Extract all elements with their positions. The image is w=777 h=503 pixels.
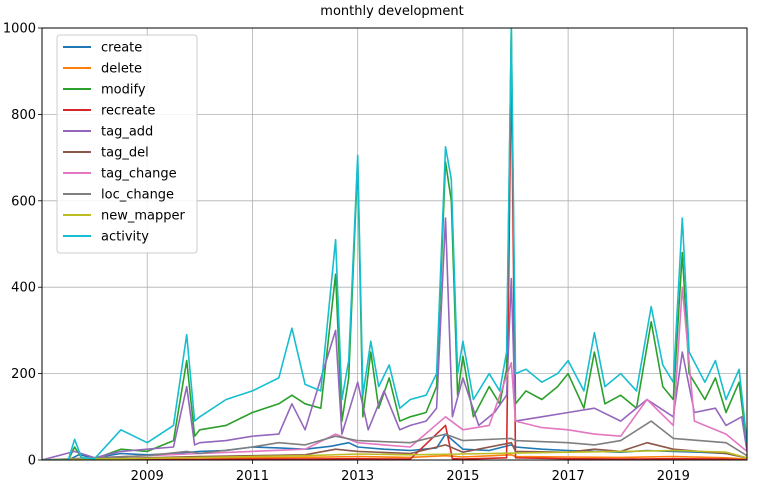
ticks: 2009 2011 2013 2015 2017 2019 0 200 400 600 800 100… — [3, 22, 690, 485]
plot-frame — [41, 27, 748, 461]
series-line-activity — [42, 28, 747, 460]
legend-label: delete — [101, 62, 142, 77]
y-tick-label: 400 — [11, 281, 36, 296]
legend-label: loc_change — [101, 188, 174, 203]
series-line-tag-change — [42, 286, 747, 460]
y-tick-label: 1000 — [3, 22, 36, 37]
legend-label: tag_change — [101, 167, 177, 182]
y-tick-label: 800 — [11, 108, 36, 123]
y-tick-label: 200 — [11, 367, 36, 382]
legend-label: modify — [101, 83, 146, 98]
legend-label: create — [101, 41, 142, 56]
x-tick-label: 2011 — [236, 469, 269, 484]
x-tick-label: 2019 — [657, 469, 690, 484]
x-tick-label: 2013 — [341, 469, 374, 484]
x-tick-label: 2009 — [131, 469, 164, 484]
legend-label: tag_add — [101, 125, 153, 140]
series-line-loc-change — [42, 420, 747, 460]
y-tick-label: 600 — [11, 194, 36, 209]
legend-box — [56, 34, 198, 254]
series-line-tag-del — [42, 441, 747, 460]
series-line-new-mapper — [42, 449, 747, 460]
legend-label: recreate — [101, 104, 155, 119]
y-tick-label: 0 — [28, 454, 36, 469]
series-line-tag-add — [42, 217, 747, 460]
legend-label: tag_del — [101, 146, 149, 161]
x-tick-label: 2017 — [552, 469, 585, 484]
x-tick-label: 2015 — [446, 469, 479, 484]
legend-label: activity — [101, 230, 149, 245]
series-lines — [42, 28, 747, 460]
chart-title: monthly development — [320, 4, 463, 19]
legend-label: new_mapper — [101, 209, 186, 224]
legend: create delete modify recreate tag_add tag_del… — [56, 34, 198, 254]
